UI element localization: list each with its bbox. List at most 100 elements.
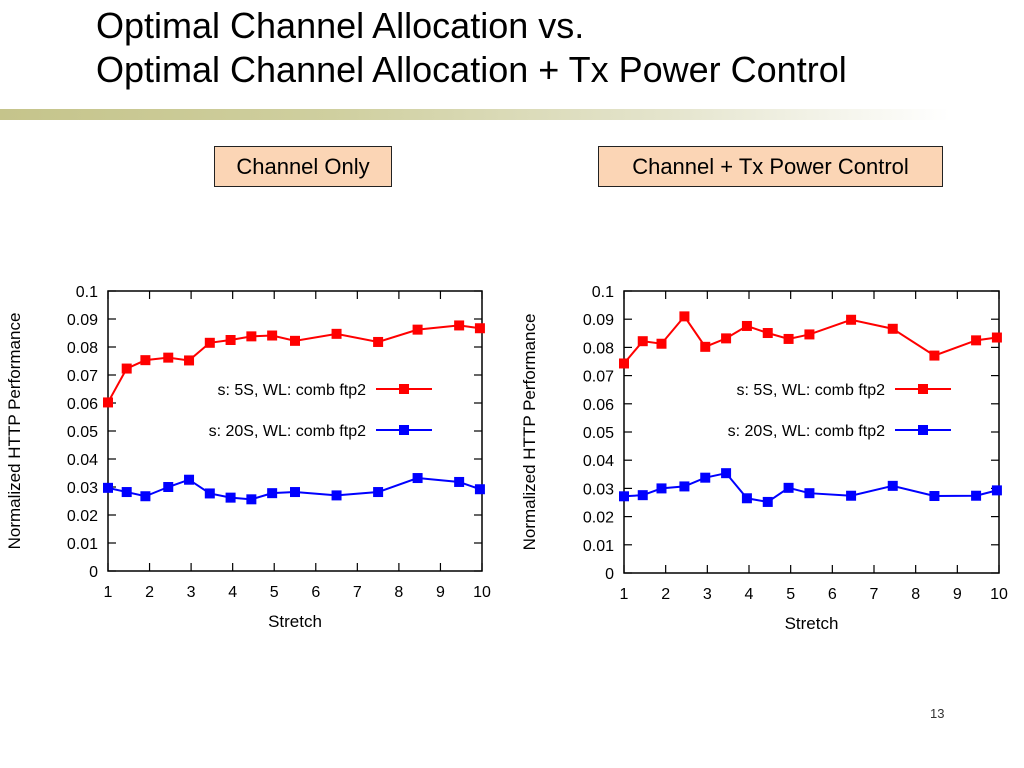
c1-legend-marker xyxy=(918,425,928,435)
c1-series-red-point xyxy=(846,314,857,325)
c0-x-tick-label: 4 xyxy=(228,584,237,601)
c0-y-tick-label: 0.02 xyxy=(67,508,98,525)
c1-series-red-point xyxy=(929,350,940,361)
c0-x-tick-label: 2 xyxy=(145,584,154,601)
c1-x-axis-label: Stretch xyxy=(785,614,839,633)
title-divider xyxy=(0,109,950,120)
c0-y-tick-label: 0.08 xyxy=(67,340,98,357)
c0-legend-label: s: 20S, WL: comb ftp2 xyxy=(209,423,367,440)
c0-x-tick-label: 6 xyxy=(311,584,320,601)
c1-legend-marker xyxy=(918,384,928,394)
c1-series-red-point xyxy=(804,329,815,340)
c1-y-tick-label: 0.03 xyxy=(583,481,614,498)
channel-only-label: Channel Only xyxy=(214,146,392,187)
c1-series-red-point xyxy=(721,333,732,344)
c0-series-blue-point xyxy=(163,482,174,492)
c0-series-blue-point xyxy=(204,488,215,499)
c0-y-tick-label: 0 xyxy=(89,564,98,581)
c0-y-tick-label: 0.07 xyxy=(67,368,98,385)
c1-series-blue-point xyxy=(846,490,857,501)
c1-x-tick-label: 6 xyxy=(828,586,837,603)
c1-series-red-point xyxy=(741,320,752,331)
c0-series-red-point xyxy=(204,337,215,348)
c1-series-blue-point xyxy=(619,491,629,502)
c1-y-tick-label: 0.07 xyxy=(583,369,614,386)
c0-series-blue-point xyxy=(184,474,195,485)
c0-y-tick-label: 0.09 xyxy=(67,312,98,329)
c0-x-tick-label: 3 xyxy=(187,584,196,601)
c0-series-red-point xyxy=(454,320,465,331)
c0-series-red-point xyxy=(140,355,151,366)
c1-x-tick-label: 7 xyxy=(870,586,879,603)
c1-series-blue-point xyxy=(721,468,732,479)
c1-series-red-point xyxy=(637,336,648,347)
c0-series-red-point xyxy=(225,335,236,345)
c1-series-blue-point xyxy=(971,490,982,501)
c0-series-blue-point xyxy=(290,487,300,498)
c1-series-red-point xyxy=(700,341,711,352)
c0-y-axis-label: Normalized HTTP Performance xyxy=(5,313,24,550)
c1-x-tick-label: 5 xyxy=(786,586,795,603)
c0-series-blue-point xyxy=(412,473,423,484)
c0-x-tick-label: 7 xyxy=(353,584,362,601)
chart-channel-only: 0 0.01 0.02 0.03 0.04 0.05 0.06 0.07 0.08 0.09 0.1… xyxy=(5,284,491,631)
c0-series-red-point xyxy=(103,397,113,408)
chart-channel-power-control: 0 0.01 0.02 0.03 0.04 0.05 0.06 0.07 0.08 0.09 0.1… xyxy=(520,284,1008,633)
c0-x-tick-label: 1 xyxy=(104,584,113,601)
c1-legend-label: s: 5S, WL: comb ftp2 xyxy=(737,382,886,399)
slide-title: Optimal Channel Allocation vs. Optimal C… xyxy=(96,4,847,92)
c1-y-tick-label: 0.04 xyxy=(583,453,614,470)
c0-y-tick-label: 0.04 xyxy=(67,452,98,469)
c0-y-tick-label: 0.06 xyxy=(67,396,98,413)
c1-series-blue-point xyxy=(762,496,773,507)
c0-x-axis-label: Stretch xyxy=(268,612,322,631)
c1-series-blue-point xyxy=(783,482,794,493)
c1-x-tick-label: 4 xyxy=(745,586,754,603)
c0-series-blue-point xyxy=(267,488,278,499)
c1-series-blue-point xyxy=(637,490,648,501)
c0-series-red-point xyxy=(184,355,195,366)
c1-y-tick-label: 0 xyxy=(605,566,614,583)
c0-series-blue-point xyxy=(103,482,113,493)
c0-y-tick-label: 0.05 xyxy=(67,424,98,441)
c1-y-tick-label: 0.06 xyxy=(583,397,614,414)
c1-x-tick-label: 8 xyxy=(911,586,920,603)
c1-series-red-point xyxy=(679,311,690,322)
c1-series-blue-point xyxy=(700,472,711,483)
c0-x-tick-label: 10 xyxy=(473,584,491,601)
c0-legend-label: s: 5S, WL: comb ftp2 xyxy=(218,382,367,399)
c1-series-blue-point xyxy=(656,483,667,494)
c0-series-red-point xyxy=(412,324,423,335)
c1-series-red-point xyxy=(971,335,982,346)
c0-series-blue-point xyxy=(246,494,257,505)
c0-series-red-point xyxy=(121,363,132,374)
c0-series-red-point xyxy=(474,323,485,334)
c0-series-blue-point xyxy=(474,484,485,495)
c0-series-red-point xyxy=(290,335,300,346)
page-number: 13 xyxy=(930,706,945,721)
c0-y-tick-label: 0.03 xyxy=(67,480,98,497)
c0-series-red-point xyxy=(246,331,257,342)
c0-y-tick-label: 0.1 xyxy=(76,284,98,301)
c0-x-tick-label: 9 xyxy=(436,584,445,601)
c0-series-blue-point xyxy=(373,487,384,498)
c0-series-red-point xyxy=(163,352,174,363)
c1-series-red-point xyxy=(991,332,1002,343)
c1-series-blue-point xyxy=(929,491,940,502)
c1-x-tick-label: 2 xyxy=(661,586,670,603)
c1-x-tick-label: 10 xyxy=(990,586,1008,603)
c1-y-tick-label: 0.05 xyxy=(583,425,614,442)
c1-y-tick-label: 0.01 xyxy=(583,538,614,555)
c1-series-blue-point xyxy=(741,493,752,504)
c1-x-tick-label: 1 xyxy=(620,586,629,603)
c0-y-tick-label: 0.01 xyxy=(67,536,98,553)
c0-series-blue-point xyxy=(454,476,465,487)
c0-series-blue-point xyxy=(225,492,236,503)
c0-series-red-point xyxy=(267,330,278,341)
c0-series-blue-point xyxy=(121,487,132,498)
c0-legend-marker xyxy=(399,425,409,435)
c1-series-red-point xyxy=(762,328,773,339)
c1-y-tick-label: 0.02 xyxy=(583,510,614,527)
c1-series-red-point xyxy=(619,358,629,369)
c0-legend-marker xyxy=(399,384,409,394)
